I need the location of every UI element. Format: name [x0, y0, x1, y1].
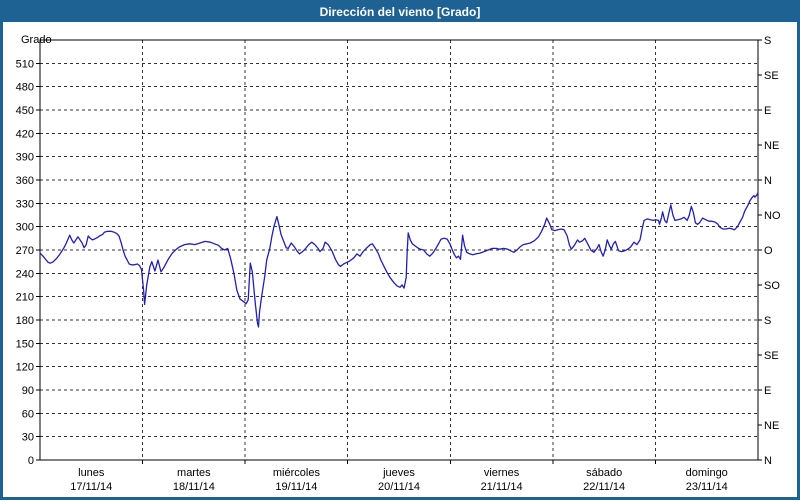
y-axis-title: Grado [21, 34, 52, 46]
right-axis-label: NO [764, 210, 781, 222]
day-name-label: jueves [382, 467, 415, 479]
day-date-label: 18/11/14 [173, 481, 215, 493]
right-axis-label: S [764, 35, 771, 47]
y-tick-label: 150 [16, 338, 34, 350]
y-tick-label: 60 [22, 408, 34, 420]
day-name-label: lunes [78, 467, 105, 479]
right-axis-label: SE [764, 70, 779, 82]
title-bar: Dirección del viento [Grado] [3, 3, 797, 22]
wind-direction-chart: 0 30 60 90 120 150 180 210 240 270 300 330 360 390 420… [16, 35, 781, 493]
y-tick-label: 480 [16, 82, 34, 94]
y-tick-label: 330 [16, 198, 34, 210]
y-tick-label: 240 [16, 268, 34, 280]
y-tick-label: 90 [22, 385, 34, 397]
y-tick-label: 390 [16, 152, 34, 164]
day-date-label: 23/11/14 [686, 481, 728, 493]
right-axis-label: O [764, 245, 773, 257]
y-tick-label: 0 [28, 455, 34, 467]
day-name-label: martes [177, 467, 211, 479]
day-date-label: 19/11/14 [275, 481, 317, 493]
right-axis-label: N [764, 455, 772, 467]
right-axis-label: S [764, 315, 771, 327]
day-date-label: 21/11/14 [481, 481, 523, 493]
day-date-label: 20/11/14 [378, 481, 420, 493]
day-name-label: sábado [586, 467, 622, 479]
y-tick-label: 120 [16, 362, 34, 374]
day-date-label: 17/11/14 [70, 481, 112, 493]
right-axis-label: NE [764, 420, 779, 432]
chart-area: Grado 0 30 60 90 120 150 180 210 240 270 300 330 360… [3, 22, 797, 497]
day-name-label: viernes [484, 467, 520, 479]
series-line [39, 191, 759, 328]
y-tick-label: 300 [16, 222, 34, 234]
y-tick-label: 30 [22, 432, 34, 444]
day-name-label: domingo [686, 467, 728, 479]
window-title: Dirección del viento [Grado] [319, 5, 481, 19]
y-tick-label: 420 [16, 128, 34, 140]
right-axis-label: N [764, 175, 772, 187]
right-axis-label: E [764, 105, 771, 117]
y-tick-label: 210 [16, 292, 34, 304]
day-name-label: miércoles [273, 467, 321, 479]
right-axis-label: NE [764, 140, 779, 152]
right-axis-label: E [764, 385, 771, 397]
y-tick-label: 270 [16, 245, 34, 257]
y-tick-label: 360 [16, 175, 34, 187]
day-date-label: 22/11/14 [583, 481, 625, 493]
plot-frame [39, 39, 759, 461]
y-tick-label: 510 [16, 58, 34, 70]
y-tick-label: 180 [16, 315, 34, 327]
right-axis-label: SO [764, 280, 780, 292]
y-tick-label: 450 [16, 105, 34, 117]
right-axis-label: SE [764, 350, 779, 362]
